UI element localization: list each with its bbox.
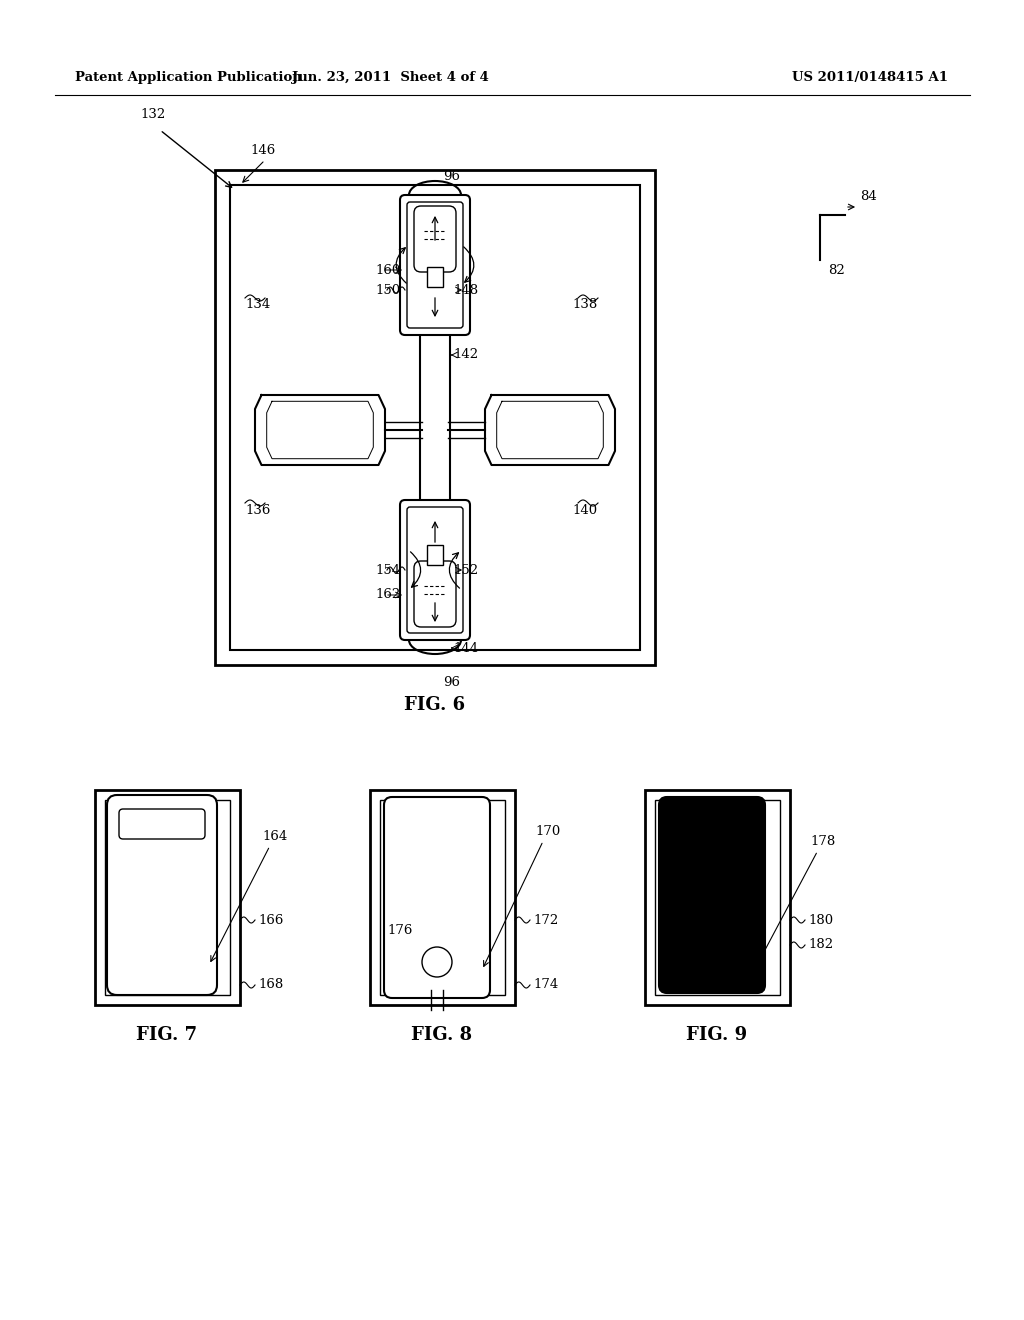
Text: 146: 146	[250, 144, 275, 157]
Text: 170: 170	[483, 825, 560, 966]
FancyBboxPatch shape	[659, 797, 765, 993]
Text: 182: 182	[808, 939, 834, 952]
Text: 154: 154	[375, 564, 400, 577]
Text: 136: 136	[245, 503, 270, 516]
Text: 148: 148	[453, 284, 478, 297]
FancyBboxPatch shape	[414, 561, 456, 627]
Text: 152: 152	[453, 564, 478, 577]
Bar	[105, 800, 230, 995]
FancyBboxPatch shape	[420, 331, 450, 513]
FancyBboxPatch shape	[414, 206, 456, 272]
Text: FIG. 8: FIG. 8	[412, 1026, 472, 1044]
Bar	[230, 185, 640, 649]
Bar	[95, 789, 240, 1005]
FancyBboxPatch shape	[407, 202, 463, 327]
Text: 160: 160	[375, 264, 400, 276]
Text: 150: 150	[375, 284, 400, 297]
Text: 82: 82	[828, 264, 845, 276]
Text: FIG. 6: FIG. 6	[404, 696, 466, 714]
FancyBboxPatch shape	[119, 809, 205, 840]
Bar	[427, 545, 443, 565]
Text: 84: 84	[860, 190, 877, 203]
Text: 174: 174	[534, 978, 558, 991]
Bar	[370, 789, 515, 1005]
Text: 138: 138	[572, 298, 597, 312]
Text: Jun. 23, 2011  Sheet 4 of 4: Jun. 23, 2011 Sheet 4 of 4	[292, 71, 488, 84]
Text: 140: 140	[572, 503, 597, 516]
FancyBboxPatch shape	[400, 195, 470, 335]
Text: 172: 172	[534, 913, 558, 927]
Text: 132: 132	[140, 108, 165, 121]
Text: US 2011/0148415 A1: US 2011/0148415 A1	[792, 71, 948, 84]
Text: 180: 180	[808, 913, 834, 927]
Text: FIG. 9: FIG. 9	[686, 1026, 748, 1044]
Text: 176: 176	[387, 924, 413, 936]
Text: Patent Application Publication: Patent Application Publication	[75, 71, 302, 84]
Text: 164: 164	[211, 830, 288, 961]
Text: 134: 134	[245, 298, 270, 312]
Text: 144: 144	[453, 642, 478, 655]
Text: 162: 162	[375, 589, 400, 602]
FancyBboxPatch shape	[106, 795, 217, 995]
Bar	[215, 170, 655, 665]
FancyBboxPatch shape	[407, 507, 463, 634]
Text: 96: 96	[443, 676, 460, 689]
Bar	[655, 800, 780, 995]
Text: FIG. 7: FIG. 7	[136, 1026, 198, 1044]
Bar	[427, 267, 443, 286]
Bar	[380, 800, 505, 995]
Text: 142: 142	[453, 348, 478, 362]
Text: 168: 168	[258, 978, 284, 991]
Text: 166: 166	[258, 913, 284, 927]
Text: 178: 178	[759, 836, 836, 961]
Bar	[645, 789, 790, 1005]
FancyBboxPatch shape	[384, 797, 490, 998]
Text: 96: 96	[443, 170, 460, 183]
FancyBboxPatch shape	[400, 500, 470, 640]
